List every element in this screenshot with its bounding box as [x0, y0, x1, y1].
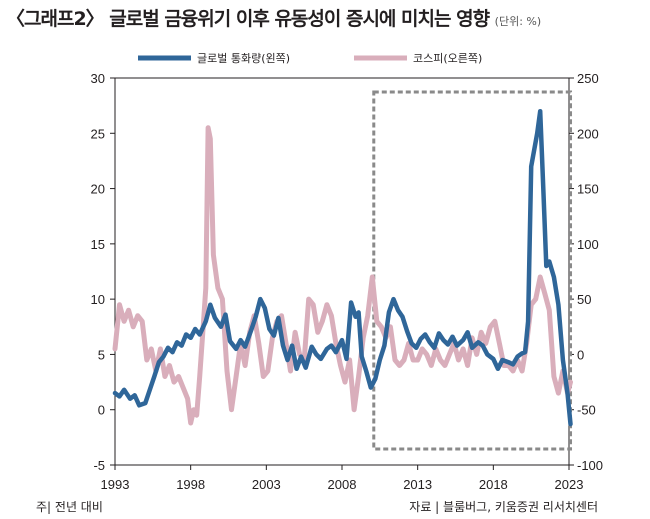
right-tick-label: 150: [577, 182, 599, 197]
right-tick-label: 200: [577, 126, 599, 141]
highlight-box: [372, 90, 573, 451]
left-tick-label: -5: [93, 458, 105, 473]
x-tick-label: 2013: [403, 477, 432, 492]
left-tick-label: 25: [91, 126, 105, 141]
right-y-axis: -100 -50 0 50 100 150 200 250: [569, 71, 603, 473]
x-tick-label: 2008: [328, 477, 357, 492]
right-tick-label: -50: [577, 403, 596, 418]
right-tick-label: 0: [577, 347, 584, 362]
x-tick-label: 2018: [479, 477, 508, 492]
left-tick-label: 10: [91, 292, 105, 307]
left-y-axis: -5 0 5 10 15 20 25 30: [91, 71, 115, 473]
chart-title: 〈그래프2〉 글로벌 금융위기 이후 유동성이 증시에 미치는 영향 (단위: …: [6, 4, 541, 31]
legend-label-liquidity: 글로벌 통화량(왼쪽): [197, 51, 290, 65]
title-text: 〈그래프2〉 글로벌 금융위기 이후 유동성이 증시에 미치는 영향: [6, 8, 490, 30]
global-liquidity-line: [112, 108, 573, 427]
left-tick-label: 5: [98, 347, 105, 362]
legend: 글로벌 통화량(왼쪽) 코스피(오른쪽): [138, 51, 482, 65]
x-axis: 1993 1998 2003 2008 2013 2018 2023: [101, 465, 584, 492]
x-tick-label: 1993: [101, 477, 130, 492]
x-tick-label: 1998: [176, 477, 205, 492]
left-tick-label: 0: [98, 403, 105, 418]
unit-label: (단위: %): [494, 15, 542, 28]
right-tick-label: 250: [577, 71, 599, 86]
right-tick-label: 50: [577, 292, 591, 307]
left-tick-label: 30: [91, 71, 105, 86]
x-tick-label: 2023: [555, 477, 584, 492]
footnote: 주| 전년 대비: [36, 500, 103, 514]
right-tick-label: 100: [577, 237, 599, 252]
x-tick-label: 2003: [252, 477, 281, 492]
right-tick-label: -100: [577, 458, 603, 473]
source-note: 자료 | 블룸버그, 키움증권 리서치센터: [409, 500, 598, 514]
kospi-line: [112, 125, 573, 426]
legend-label-kospi: 코스피(오른쪽): [413, 52, 482, 65]
left-tick-label: 20: [91, 182, 105, 197]
left-tick-label: 15: [91, 237, 105, 252]
